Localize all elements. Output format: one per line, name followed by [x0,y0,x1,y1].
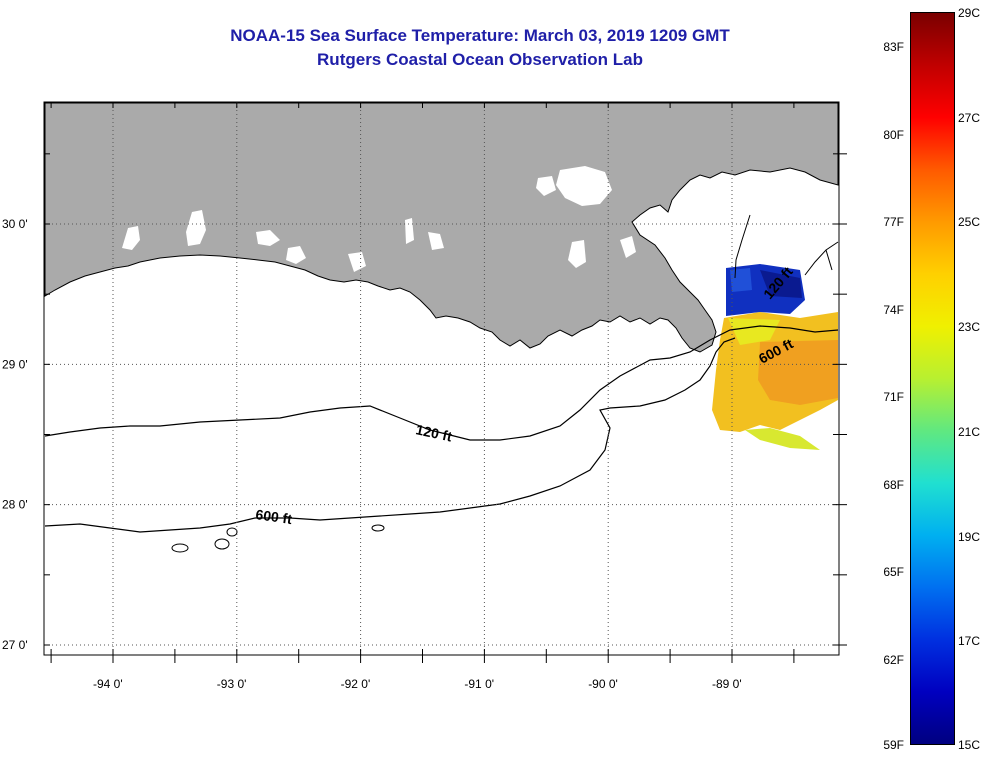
latitude-label: 27 0' [2,638,28,652]
contour-label-120ft: 120 ft [414,421,453,444]
colorbar-fahrenheit-label: 65F [883,565,904,579]
colorbar-celsius-label: 15C [958,738,981,752]
sst-data-cold [726,264,805,316]
coastline-land [44,102,839,353]
colorbar-fahrenheit-label: 74F [883,302,904,317]
colorbar-fahrenheit-label: 68F [883,477,904,492]
colorbar-fahrenheit-label: 62F [883,652,904,667]
colorbar-celsius-label: 21C [958,424,981,439]
colorbar-fahrenheit-label: 80F [883,127,904,142]
latitude-label: 28 0' [2,498,28,512]
longitude-label: -91 0' [464,677,494,691]
contour-120ft [44,325,839,441]
colorbar-fahrenheit-label: 77F [883,215,904,229]
colorbar-celsius-label: 19C [958,529,981,544]
longitude-label: -94 0' [93,677,123,691]
colorbar-celsius-label: 27C [958,110,981,125]
longitude-label: -90 0' [588,677,618,691]
latitude-label: 30 0' [2,217,28,231]
longitude-label: -89 0' [712,677,742,691]
map-title: NOAA-15 Sea Surface Temperature: March 0… [230,26,730,45]
graticule: -94 0' -93 0' -92 0' -91 0' -90 0' -89 0' 30 0… [2,102,847,691]
colorbar-fahrenheit-label: 71F [883,390,904,404]
colorbar-fahrenheit-label: 83F [883,40,904,54]
colorbar-celsius-label: 29C [958,6,981,20]
longitude-label: -92 0' [341,677,371,691]
coastline-east [734,214,839,279]
longitude-label: -93 0' [217,677,247,691]
colorbar-celsius-label: 23C [958,320,981,335]
sst-data-warm [712,312,838,450]
colorbar-fahrenheit-label: 59F [883,738,904,752]
colorbar-celsius-label: 17C [958,634,981,649]
colorbar-celsius-label: 25C [958,215,981,230]
shoal-contours [171,524,385,553]
sst-map: 120 ft 600 ft 600 ft 120 ft -94 0' -93 0'… [2,101,847,691]
contour-600ft [44,337,736,533]
temperature-colorbar [910,12,955,745]
contour-label-600ft: 600 ft [255,506,294,527]
map-subtitle: Rutgers Coastal Ocean Observation Lab [317,50,643,69]
inland-water [122,166,712,272]
latitude-label: 29 0' [2,357,28,371]
